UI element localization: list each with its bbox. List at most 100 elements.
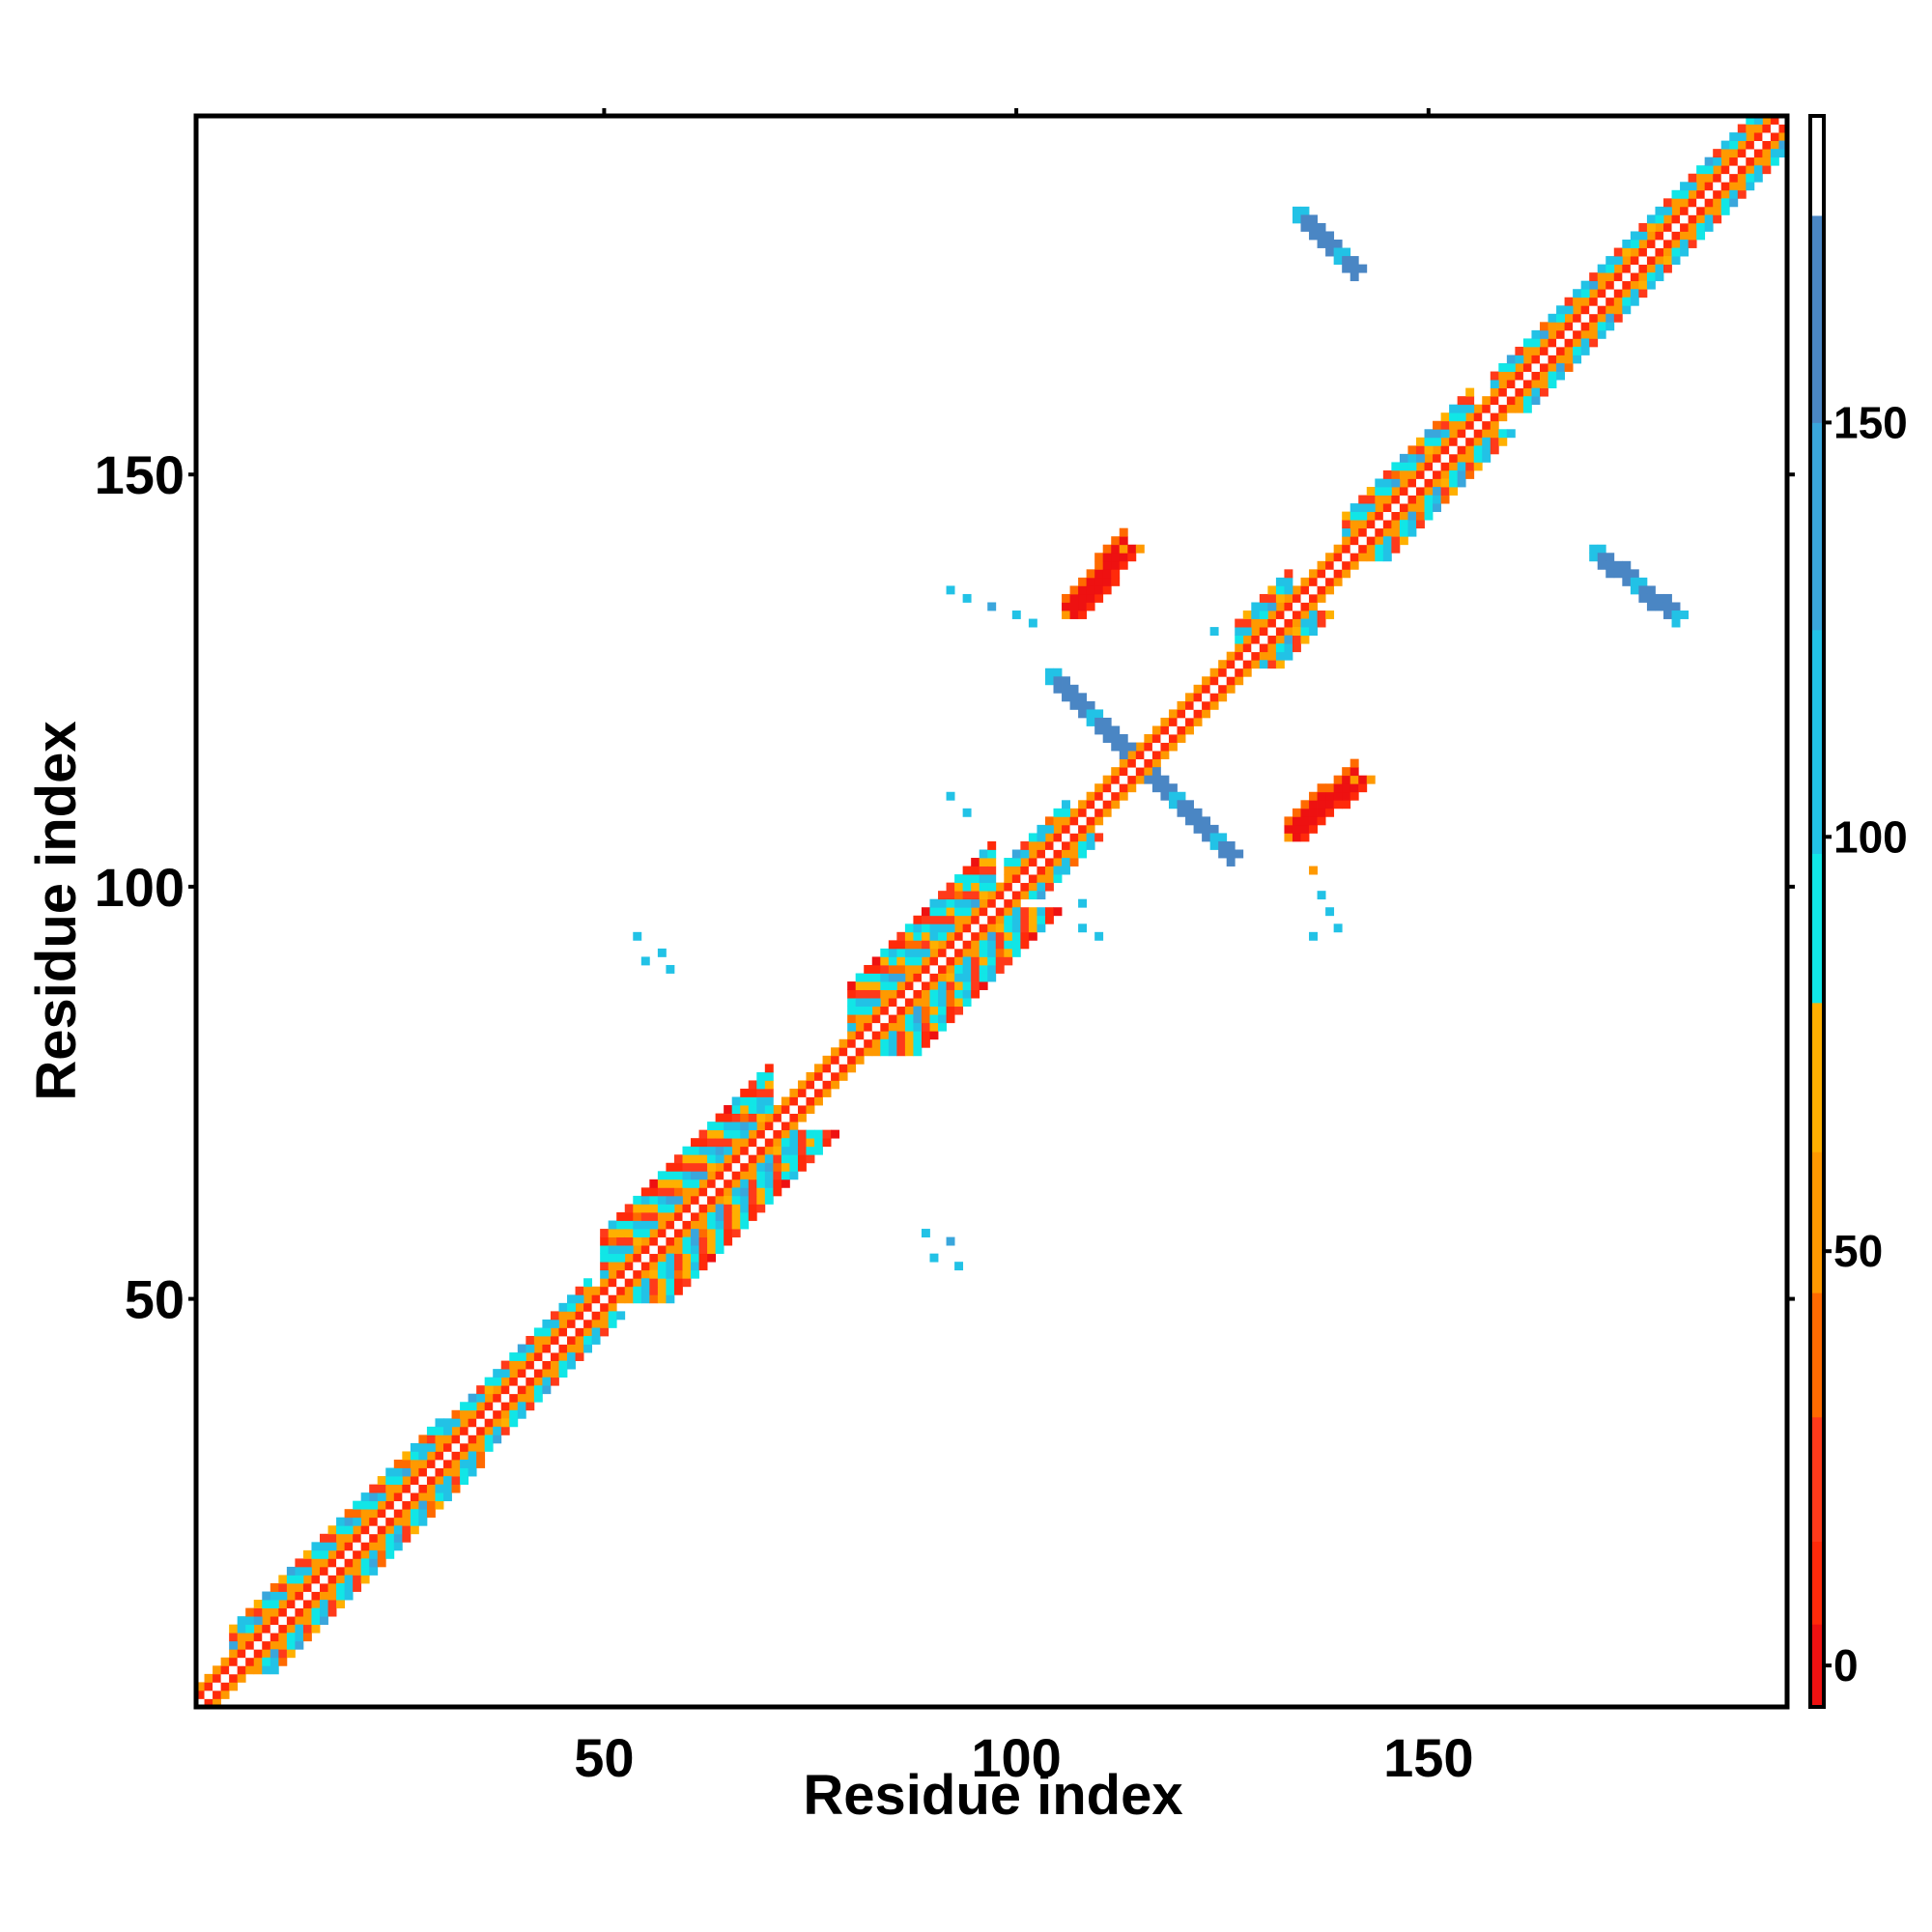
heatmap-cell bbox=[1522, 396, 1532, 406]
heatmap-cell bbox=[385, 1476, 395, 1485]
heatmap-cell bbox=[814, 1088, 823, 1097]
heatmap-cell bbox=[1762, 165, 1772, 175]
heatmap-cell bbox=[938, 998, 947, 1008]
heatmap-cell bbox=[1160, 783, 1170, 793]
heatmap-cell bbox=[1638, 256, 1648, 265]
heatmap-cell bbox=[913, 940, 923, 950]
heatmap-cell bbox=[764, 1096, 774, 1106]
heatmap-cell bbox=[1415, 487, 1425, 496]
heatmap-cell bbox=[1020, 923, 1030, 933]
heatmap-cell bbox=[1044, 866, 1054, 875]
heatmap-cell bbox=[484, 1435, 494, 1444]
heatmap-cell bbox=[1309, 800, 1318, 810]
heatmap-cell bbox=[608, 1286, 617, 1295]
heatmap-cell bbox=[1069, 824, 1079, 834]
heatmap-cell bbox=[979, 915, 988, 924]
heatmap-cell bbox=[847, 1006, 857, 1015]
y-tick-label: 150 bbox=[95, 444, 185, 505]
heatmap-cell bbox=[1680, 611, 1689, 619]
heatmap-cell bbox=[724, 1236, 733, 1246]
heatmap-cell bbox=[633, 931, 642, 941]
heatmap-cell bbox=[847, 1014, 857, 1024]
heatmap-cell bbox=[1696, 182, 1706, 191]
heatmap-cell bbox=[913, 998, 923, 1008]
heatmap-cell bbox=[245, 1665, 255, 1675]
heatmap-cell bbox=[360, 1542, 370, 1551]
heatmap-cell bbox=[1366, 544, 1376, 554]
heatmap-cell bbox=[1185, 717, 1194, 726]
heatmap-cell bbox=[633, 1262, 642, 1271]
heatmap-cell bbox=[673, 1229, 683, 1237]
heatmap-cell bbox=[1094, 569, 1104, 579]
heatmap-cell bbox=[880, 964, 890, 974]
heatmap-cell bbox=[608, 1253, 617, 1263]
heatmap-cell bbox=[1111, 553, 1121, 562]
heatmap-cell bbox=[558, 1352, 568, 1361]
heatmap-cell bbox=[196, 1682, 205, 1691]
heatmap-cell bbox=[1646, 585, 1656, 595]
heatmap-cell bbox=[616, 1236, 626, 1246]
heatmap-cell bbox=[443, 1476, 452, 1485]
heatmap-cell bbox=[938, 898, 947, 908]
heatmap-cell bbox=[1746, 173, 1755, 183]
heatmap-cell bbox=[1556, 355, 1565, 364]
heatmap-cell bbox=[814, 1138, 823, 1148]
heatmap-cell bbox=[1382, 520, 1392, 529]
heatmap-cell bbox=[979, 964, 988, 974]
heatmap-cell bbox=[468, 1467, 477, 1477]
heatmap-cell bbox=[320, 1549, 328, 1559]
heatmap-cell bbox=[1638, 577, 1648, 586]
heatmap-cell bbox=[1094, 800, 1104, 810]
heatmap-cell bbox=[731, 1229, 741, 1237]
colorbar-segment bbox=[1810, 1293, 1824, 1418]
heatmap-cell bbox=[698, 1138, 708, 1148]
heatmap-cell bbox=[724, 1154, 733, 1164]
heatmap-cell bbox=[1457, 462, 1466, 471]
heatmap-cell bbox=[1655, 593, 1664, 603]
heatmap-cell bbox=[806, 1080, 815, 1090]
heatmap-cell bbox=[904, 931, 914, 941]
heatmap-cell bbox=[311, 1549, 321, 1559]
heatmap-cell bbox=[1778, 149, 1788, 158]
heatmap-cell bbox=[1580, 338, 1590, 348]
heatmap-cell bbox=[1020, 940, 1030, 950]
heatmap-cell bbox=[1605, 313, 1615, 323]
heatmap-cell bbox=[1375, 544, 1384, 554]
heatmap-cell bbox=[1531, 355, 1541, 364]
heatmap-cell bbox=[1433, 462, 1441, 471]
heatmap-cell bbox=[245, 1616, 255, 1626]
heatmap-cell bbox=[847, 1031, 857, 1040]
heatmap-cell bbox=[1539, 346, 1548, 355]
heatmap-cell bbox=[1069, 602, 1079, 611]
heatmap-cell bbox=[1284, 635, 1293, 644]
heatmap-cell bbox=[789, 1113, 799, 1122]
heatmap-cell bbox=[673, 1195, 683, 1205]
heatmap-cell bbox=[748, 1211, 757, 1221]
heatmap-cell bbox=[1720, 156, 1730, 166]
heatmap-cell bbox=[1778, 140, 1788, 150]
heatmap-cell bbox=[1490, 429, 1499, 439]
heatmap-cell bbox=[608, 1236, 617, 1246]
heatmap-cell bbox=[1622, 569, 1632, 579]
heatmap-cell bbox=[624, 1269, 634, 1279]
heatmap-cell bbox=[673, 1171, 683, 1180]
heatmap-cell bbox=[262, 1665, 271, 1675]
heatmap-cell bbox=[666, 1220, 675, 1230]
heatmap-cell bbox=[353, 1549, 362, 1559]
heatmap-cell bbox=[1589, 305, 1599, 315]
heatmap-cell bbox=[682, 1236, 692, 1246]
heatmap-cell bbox=[921, 964, 930, 974]
heatmap-cell bbox=[533, 1327, 543, 1337]
heatmap-cell bbox=[311, 1566, 321, 1576]
heatmap-cell bbox=[682, 1262, 692, 1271]
heatmap-cell bbox=[888, 1022, 897, 1032]
heatmap-cell bbox=[666, 1229, 675, 1237]
heatmap-cell bbox=[1407, 445, 1417, 455]
heatmap-cell bbox=[1490, 412, 1499, 422]
heatmap-cell bbox=[402, 1467, 412, 1477]
heatmap-cell bbox=[691, 1269, 699, 1279]
heatmap-cell bbox=[904, 973, 914, 982]
heatmap-cell bbox=[871, 1014, 881, 1024]
heatmap-cell bbox=[1259, 651, 1268, 661]
heatmap-cell bbox=[608, 1278, 617, 1288]
